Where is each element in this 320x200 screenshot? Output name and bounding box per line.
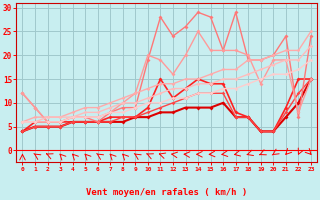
X-axis label: Vent moyen/en rafales ( km/h ): Vent moyen/en rafales ( km/h ) [86,188,247,197]
